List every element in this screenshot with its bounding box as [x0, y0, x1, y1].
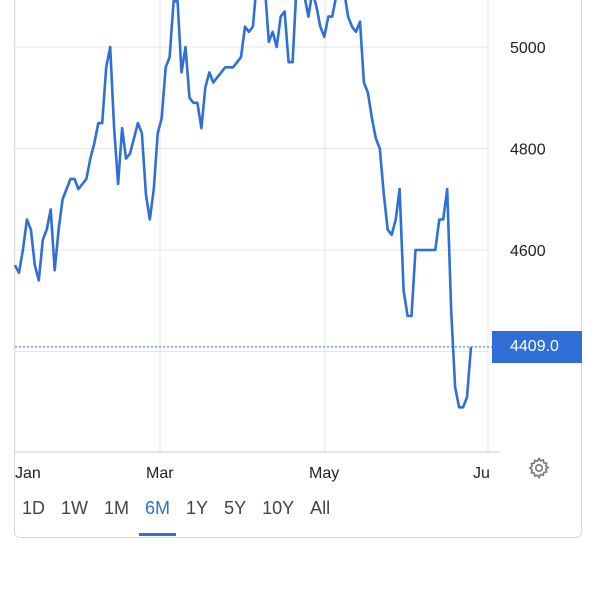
y-axis: 5000 4800 4600: [510, 40, 546, 260]
price-series-line: [13, 0, 473, 409]
x-tick-label: Mar: [146, 465, 174, 482]
grid-lines: [14, 0, 489, 452]
y-tick-label: 4800: [510, 142, 546, 159]
range-tab-10y[interactable]: 10Y: [262, 498, 295, 518]
range-tab-1m[interactable]: 1M: [104, 498, 130, 518]
gear-icon: [528, 457, 550, 480]
range-tab-all[interactable]: All: [310, 498, 331, 518]
x-tick-label: Jan: [15, 465, 41, 482]
range-tab-1w[interactable]: 1W: [61, 498, 89, 518]
range-tab-6m[interactable]: 6M: [139, 496, 177, 536]
y-tick-label: 4600: [510, 243, 546, 260]
range-tab-1y[interactable]: 1Y: [186, 498, 209, 518]
range-tab-5y[interactable]: 5Y: [224, 498, 247, 518]
last-price-badge: 4409.0: [492, 330, 582, 363]
x-axis: Jan Mar May Ju: [15, 451, 500, 482]
x-tick-label: May: [309, 465, 339, 482]
y-tick-label: 5000: [510, 40, 546, 57]
time-range-tabs: 1D 1W 1M 6M 1Y 5Y 10Y All: [22, 496, 346, 536]
range-tab-1d[interactable]: 1D: [22, 498, 46, 518]
settings-button[interactable]: [527, 456, 551, 480]
x-tick-label: Ju: [473, 465, 490, 482]
chart-card: [14, 0, 582, 538]
